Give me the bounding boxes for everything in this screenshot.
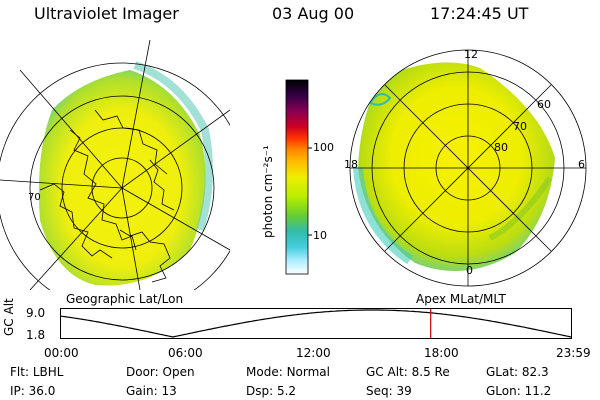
colorbar-label: photon cm⁻²s⁻¹ — [262, 145, 275, 238]
orbit-xtick-2: 12:00 — [296, 346, 331, 360]
param-dsp: Dsp: 5.2 — [246, 384, 297, 398]
param-seq: Seq: 39 — [366, 384, 412, 398]
param-filter: Flt: LBHL — [10, 365, 64, 379]
orbit-ylabel: GC Alt — [2, 298, 16, 336]
lat-label-60: 60 — [537, 98, 551, 111]
orbit-xtick-3: 18:00 — [424, 346, 459, 360]
instrument-title: Ultraviolet Imager — [34, 4, 179, 23]
param-glat: GLat: 82.3 — [486, 365, 549, 379]
orbit-xtick-4: 23:59 — [556, 346, 591, 360]
orbit-plot — [60, 308, 572, 339]
geographic-image: 70 — [0, 40, 230, 290]
colorbar-tick-10: 10 — [313, 229, 327, 242]
param-gain: Gain: 13 — [126, 384, 177, 398]
orbit-xtick-1: 06:00 — [168, 346, 203, 360]
svg-text:70: 70 — [28, 192, 41, 203]
orbit-trace — [60, 309, 572, 338]
param-mode: Mode: Normal — [246, 365, 330, 379]
colorbar-tick-100: 100 — [313, 141, 334, 154]
orbit-ytick-top: 9.0 — [26, 306, 46, 320]
time-label: 17:24:45 UT — [430, 4, 529, 23]
param-door: Door: Open — [126, 365, 195, 379]
colorbar: photon cm⁻²s⁻¹ — [262, 79, 312, 275]
mlt-label-18: 18 — [344, 158, 358, 171]
param-glon: GLon: 11.2 — [486, 384, 552, 398]
date-label: 03 Aug 00 — [272, 4, 355, 23]
lat-label-70: 70 — [513, 120, 527, 133]
mlt-label-12: 12 — [464, 48, 478, 61]
mlt-label-6: 6 — [578, 158, 585, 171]
right-panel-caption: Apex MLat/MLT — [416, 292, 506, 306]
param-ip: IP: 36.0 — [10, 384, 56, 398]
param-gc-alt: GC Alt: 8.5 Re — [366, 365, 450, 379]
mlt-label-0: 0 — [466, 264, 473, 277]
apex-mlat-mlt-image — [349, 49, 587, 287]
orbit-ytick-bottom: 1.8 — [26, 328, 46, 342]
left-panel-caption: Geographic Lat/Lon — [66, 292, 184, 306]
orbit-xtick-0: 00:00 — [44, 346, 79, 360]
lat-label-80: 80 — [494, 141, 508, 154]
